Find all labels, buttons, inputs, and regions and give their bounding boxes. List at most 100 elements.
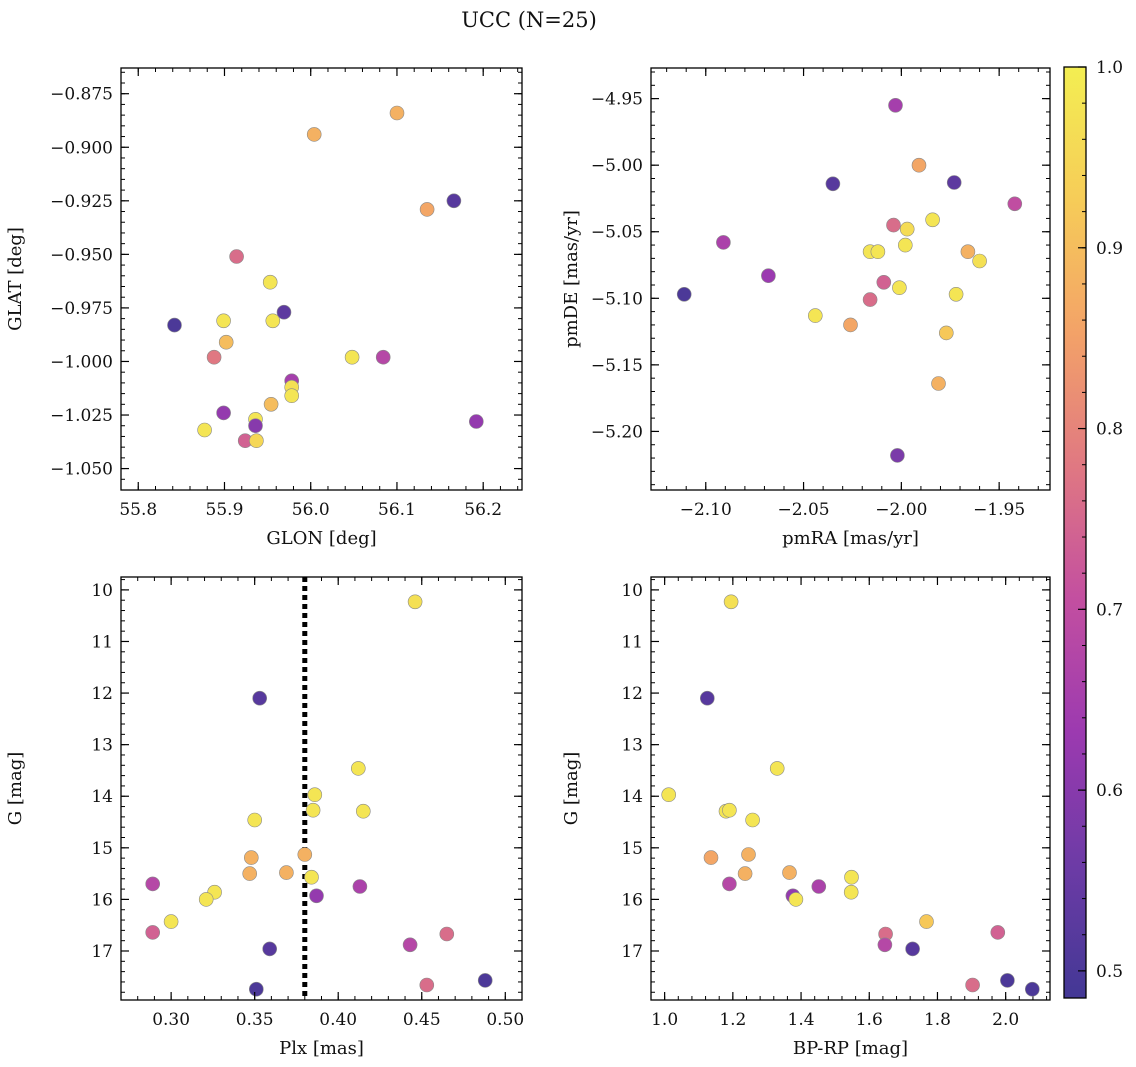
scatter-point (375, 349, 391, 365)
scatter-point (167, 317, 182, 333)
x-tick-label: 0.30 (152, 1010, 190, 1030)
scatter-point (811, 879, 827, 894)
y-tick-label: 11 (91, 632, 113, 652)
y-tick-label: −1.050 (50, 460, 113, 480)
x-tick-label: −1.95 (973, 500, 1025, 520)
scatter-point (216, 313, 231, 329)
scatter-point (1007, 196, 1023, 212)
scatter-point (284, 388, 300, 404)
scatter-point (419, 977, 435, 993)
x-tick-label: −2.05 (778, 500, 830, 520)
scatter-point (242, 866, 257, 881)
y-tick-label: −5.20 (591, 422, 643, 442)
y-tick-label: 16 (91, 890, 113, 910)
colorbar-tick-label: 0.8 (1096, 420, 1123, 440)
y-tick-label: −0.975 (50, 299, 113, 319)
y-axis-label: GLAT [deg] (5, 227, 26, 331)
y-tick-label: −0.925 (50, 192, 113, 212)
scatter-point (306, 127, 322, 142)
y-tick-label: −5.00 (591, 156, 643, 176)
scatter-point (229, 249, 244, 264)
scatter-point (218, 334, 234, 350)
scatter-point (703, 850, 719, 865)
x-axis-label: pmRA [mas/yr] (782, 528, 919, 549)
axes-frame (650, 67, 1051, 491)
scatter-point (737, 866, 753, 881)
scatter-point (276, 304, 292, 320)
colorbar-fill (1064, 67, 1086, 998)
scatter-point (948, 286, 964, 302)
x-tick-label: 1.4 (788, 1010, 815, 1030)
y-tick-label: 14 (91, 787, 113, 807)
scatter-point (352, 879, 368, 894)
y-tick-label: 11 (621, 632, 643, 652)
panel-1: 55.8 55.9 56.0 56.1 56.2 −0.875 −0.900 −0.925 −0… (5, 67, 523, 549)
scatter-point (262, 274, 278, 290)
scatter-point (247, 812, 262, 828)
y-tick-label: −5.15 (591, 356, 643, 376)
scatter-point (788, 892, 804, 907)
scatter-point (722, 802, 737, 818)
scatter-point (305, 802, 321, 818)
scatter-point (265, 313, 281, 329)
scatter-point (897, 237, 913, 253)
scatter-point (972, 253, 987, 269)
y-tick-label: −0.875 (50, 85, 113, 105)
scatter-point (843, 884, 859, 900)
x-tick-label: 0.35 (236, 1010, 274, 1030)
colorbar-tick-label: 0.7 (1096, 600, 1123, 620)
axes-frame (120, 576, 523, 1001)
y-tick-label: 16 (621, 890, 643, 910)
y-tick-label: −0.900 (50, 138, 113, 158)
scatter-point (870, 244, 886, 259)
scatter-point (699, 690, 715, 706)
scatter-point (145, 925, 160, 940)
y-tick-label: 15 (91, 839, 113, 859)
x-axis-label: Plx [mas] (279, 1038, 364, 1059)
scatter-point (960, 244, 976, 259)
y-tick-label: −1.000 (50, 352, 113, 372)
scatter-point (279, 865, 294, 880)
x-tick-label: 1.0 (651, 1010, 678, 1030)
x-tick-label: 0.50 (486, 1010, 524, 1030)
x-tick-label: 55.9 (206, 500, 244, 520)
scatter-point (163, 914, 179, 929)
x-tick-label: 0.40 (319, 1010, 357, 1030)
colorbar: 0.5 0.6 0.7 0.8 0.9 1.0 (1063, 58, 1123, 999)
scatter-point (946, 175, 962, 190)
scatter-point (843, 317, 858, 333)
scatter-point (477, 973, 493, 988)
scatter-point (877, 937, 893, 953)
scatter-point (244, 850, 259, 865)
scatter-point (263, 396, 279, 412)
x-tick-label: 56.1 (378, 500, 416, 520)
panels: 55.8 55.9 56.0 56.1 56.2 −0.875 −0.900 −0.925 −0… (5, 67, 1051, 1059)
scatter-point (252, 690, 268, 706)
y-tick-label: 10 (91, 581, 113, 601)
scatter-point (248, 981, 264, 997)
y-tick-label: −5.05 (591, 223, 643, 243)
scatter-point (888, 98, 903, 113)
y-tick-label: 12 (621, 684, 643, 704)
y-tick-label: −5.10 (591, 289, 643, 309)
scatter-point (1000, 973, 1015, 988)
y-tick-label: 13 (91, 736, 113, 756)
scatter-point (919, 914, 934, 929)
scatter-points (676, 98, 1023, 463)
figure-title: UCC (N=25) (461, 8, 597, 32)
scatter-point (892, 280, 907, 296)
scatter-point (938, 325, 954, 341)
x-tick-label: 55.8 (119, 500, 157, 520)
scatter-point (990, 925, 1006, 940)
panel-2: −2.10 −2.05 −2.00 −1.95 −4.95 −5.00 −5.05 −5.10… (561, 67, 1051, 549)
scatter-point (807, 308, 823, 323)
y-tick-label: −0.950 (50, 245, 113, 265)
scatter-point (825, 176, 841, 192)
x-tick-label: 2.0 (992, 1010, 1019, 1030)
y-tick-label: 12 (91, 684, 113, 704)
y-axis-label: G [mag] (5, 752, 26, 825)
scatter-point (389, 105, 405, 121)
scatter-point (862, 292, 878, 307)
panel-4: 1.0 1.2 1.4 1.6 1.8 2.0 10 11 12 13 14 15 16 17 BP-RP … (561, 576, 1051, 1059)
x-tick-label: −2.00 (875, 500, 927, 520)
